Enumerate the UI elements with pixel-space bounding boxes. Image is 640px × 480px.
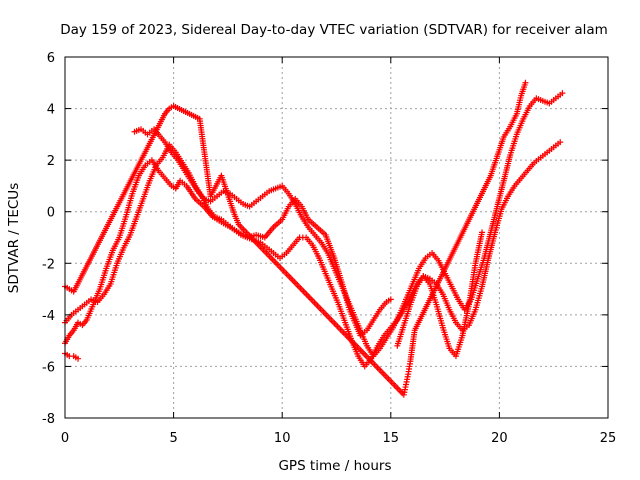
data-point — [559, 90, 566, 97]
series-5 — [394, 229, 486, 360]
series-6 — [62, 350, 82, 362]
x-tick-label: 15 — [383, 431, 400, 446]
data-point — [75, 355, 82, 362]
x-axis-label: GPS time / hours — [278, 458, 391, 474]
x-tick-label: 25 — [600, 431, 617, 446]
x-tick-label: 0 — [61, 431, 69, 446]
data-point — [387, 296, 394, 303]
x-tick-label: 10 — [274, 431, 291, 446]
y-tick-label: -6 — [42, 360, 55, 375]
y-axis-label: SDTVAR / TECUs — [6, 183, 22, 293]
y-tick-label: 0 — [47, 206, 55, 221]
grid — [65, 57, 608, 418]
data-point — [479, 229, 486, 236]
series-3 — [131, 90, 566, 360]
plot-frame — [64, 56, 609, 419]
y-tick-label: 2 — [47, 154, 55, 169]
x-tick-label: 20 — [491, 431, 508, 446]
axis-ticks: 0 5 10 15 20 25 -8 -6 -4 -2 0 2 4 6 — [42, 51, 616, 446]
y-tick-label: -8 — [42, 412, 55, 427]
x-tick-label: 5 — [169, 431, 177, 446]
y-tick-label: 4 — [47, 103, 55, 118]
y-tick-label: 6 — [47, 51, 55, 66]
data-points — [62, 79, 566, 398]
series-2 — [62, 139, 564, 370]
data-point — [557, 139, 564, 146]
chart-title: Day 159 of 2023, Sidereal Day-to-day VTE… — [60, 22, 608, 38]
data-point — [522, 79, 529, 86]
y-tick-label: -2 — [42, 257, 55, 272]
y-tick-label: -4 — [42, 309, 55, 324]
